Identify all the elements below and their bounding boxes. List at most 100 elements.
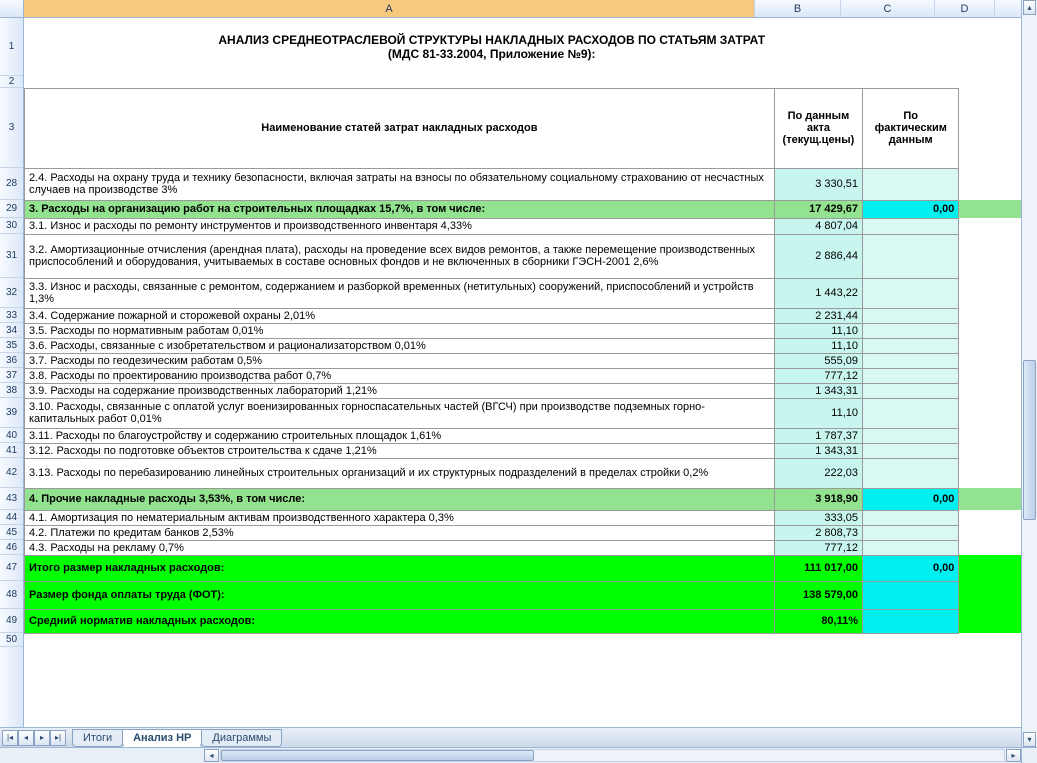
cell-grid[interactable]: АНАЛИЗ СРЕДНЕОТРАСЛЕВОЙ СТРУКТУРЫ НАКЛАД…: [24, 18, 1021, 727]
sheet-tab-анализ-нр[interactable]: Анализ НР: [122, 729, 202, 747]
row-header-28[interactable]: 28: [0, 168, 23, 200]
cell-fact-value[interactable]: [863, 510, 959, 525]
row-header-33[interactable]: 33: [0, 308, 23, 323]
cell-act-value[interactable]: 1 343,31: [774, 443, 862, 458]
cell-act-value[interactable]: 2 886,44: [774, 234, 862, 278]
vscroll-up-button[interactable]: ▴: [1023, 0, 1036, 15]
cell-fact-value[interactable]: [863, 218, 959, 234]
cell-name[interactable]: 3.1. Износ и расходы по ремонту инструме…: [25, 218, 775, 234]
cell-act-value[interactable]: 2 808,73: [774, 525, 862, 540]
cell-fact-value[interactable]: [863, 383, 959, 398]
horizontal-scrollbar[interactable]: ◂ ▸: [0, 747, 1021, 763]
cell-fact-value[interactable]: [863, 353, 959, 368]
cell-fact-value[interactable]: [863, 368, 959, 383]
cell-fact-value[interactable]: [863, 428, 959, 443]
cell-act-value[interactable]: 111 017,00: [774, 555, 862, 581]
cell-name[interactable]: Итого размер накладных расходов:: [25, 555, 775, 581]
cell-name[interactable]: 3.3. Износ и расходы, связанные с ремонт…: [25, 278, 775, 308]
row-header-45[interactable]: 45: [0, 525, 23, 540]
cell-act-value[interactable]: 11,10: [774, 338, 862, 353]
hscroll-thumb[interactable]: [221, 750, 534, 761]
cell-fact-value[interactable]: [863, 234, 959, 278]
cell-act-value[interactable]: 11,10: [774, 398, 862, 428]
cell-fact-value[interactable]: [863, 443, 959, 458]
row-header-3[interactable]: 3: [0, 88, 23, 168]
cell-name[interactable]: 3.13. Расходы по перебазированию линейны…: [25, 458, 775, 488]
cell-name[interactable]: 4.1. Амортизация по нематериальным актив…: [25, 510, 775, 525]
row-header-44[interactable]: 44: [0, 510, 23, 525]
cell-fact-value[interactable]: [863, 168, 959, 200]
sheet-tab-итоги[interactable]: Итоги: [72, 729, 123, 747]
row-header-1[interactable]: 1: [0, 18, 23, 76]
cell-name[interactable]: 4. Прочие накладные расходы 3,53%, в том…: [25, 488, 775, 510]
row-header-35[interactable]: 35: [0, 338, 23, 353]
cell-act-value[interactable]: 11,10: [774, 323, 862, 338]
cell-name[interactable]: 3.12. Расходы по подготовке объектов стр…: [25, 443, 775, 458]
row-header-43[interactable]: 43: [0, 488, 23, 510]
row-header-39[interactable]: 39: [0, 398, 23, 428]
cell-fact-value[interactable]: [863, 525, 959, 540]
cell-name[interactable]: 3.5. Расходы по нормативным работам 0,01…: [25, 323, 775, 338]
hscroll-right-button[interactable]: ▸: [1006, 749, 1021, 762]
cell-act-value[interactable]: 777,12: [774, 540, 862, 555]
col-header-a[interactable]: A: [24, 0, 755, 17]
row-header-31[interactable]: 31: [0, 234, 23, 278]
col-header-c[interactable]: C: [841, 0, 935, 17]
row-header-34[interactable]: 34: [0, 323, 23, 338]
cell-name[interactable]: 3. Расходы на организацию работ на строи…: [25, 200, 775, 218]
tab-first-button[interactable]: |◂: [2, 730, 18, 746]
row-header-30[interactable]: 30: [0, 218, 23, 234]
row-header-2[interactable]: 2: [0, 76, 23, 88]
cell-fact-value[interactable]: [863, 398, 959, 428]
cell-name[interactable]: 3.7. Расходы по геодезическим работам 0,…: [25, 353, 775, 368]
cell-act-value[interactable]: 4 807,04: [774, 218, 862, 234]
cell-name[interactable]: 4.3. Расходы на рекламу 0,7%: [25, 540, 775, 555]
cell-name[interactable]: 2.4. Расходы на охрану труда и технику б…: [25, 168, 775, 200]
vscroll-thumb[interactable]: [1023, 360, 1036, 520]
row-header-49[interactable]: 49: [0, 609, 23, 633]
row-header-46[interactable]: 46: [0, 540, 23, 555]
row-header-50[interactable]: 50: [0, 633, 23, 647]
cell-fact-value[interactable]: [863, 609, 959, 633]
sheet-tab-диаграммы[interactable]: Диаграммы: [201, 729, 282, 747]
row-header-32[interactable]: 32: [0, 278, 23, 308]
cell-act-value[interactable]: 777,12: [774, 368, 862, 383]
row-header-38[interactable]: 38: [0, 383, 23, 398]
cell-name[interactable]: Размер фонда оплаты труда (ФОТ):: [25, 581, 775, 609]
col-header-b[interactable]: B: [755, 0, 841, 17]
cell-act-value[interactable]: 17 429,67: [774, 200, 862, 218]
cell-act-value[interactable]: 222,03: [774, 458, 862, 488]
cell-name[interactable]: 3.2. Амортизационные отчисления (арендна…: [25, 234, 775, 278]
row-header-47[interactable]: 47: [0, 555, 23, 581]
cell-fact-value[interactable]: 0,00: [863, 488, 959, 510]
hscroll-left-button[interactable]: ◂: [204, 749, 219, 762]
tab-next-button[interactable]: ▸: [34, 730, 50, 746]
cell-fact-value[interactable]: [863, 540, 959, 555]
cell-fact-value[interactable]: [863, 338, 959, 353]
cell-act-value[interactable]: 2 231,44: [774, 308, 862, 323]
cell-act-value[interactable]: 1 443,22: [774, 278, 862, 308]
col-header-d[interactable]: D: [935, 0, 995, 17]
cell-name[interactable]: 3.4. Содержание пожарной и сторожевой ох…: [25, 308, 775, 323]
cell-act-value[interactable]: 80,11%: [774, 609, 862, 633]
cell-act-value[interactable]: 138 579,00: [774, 581, 862, 609]
vscroll-down-button[interactable]: ▾: [1023, 732, 1036, 747]
cell-name[interactable]: 4.2. Платежи по кредитам банков 2,53%: [25, 525, 775, 540]
cell-name[interactable]: Средний норматив накладных расходов:: [25, 609, 775, 633]
cell-fact-value[interactable]: 0,00: [863, 555, 959, 581]
cell-act-value[interactable]: 1 787,37: [774, 428, 862, 443]
cell-act-value[interactable]: 1 343,31: [774, 383, 862, 398]
row-header-29[interactable]: 29: [0, 200, 23, 218]
cell-act-value[interactable]: 555,09: [774, 353, 862, 368]
select-all-corner[interactable]: [0, 0, 24, 18]
cell-act-value[interactable]: 3 330,51: [774, 168, 862, 200]
row-header-41[interactable]: 41: [0, 443, 23, 458]
cell-name[interactable]: 3.8. Расходы по проектированию производс…: [25, 368, 775, 383]
cell-name[interactable]: 3.10. Расходы, связанные с оплатой услуг…: [25, 398, 775, 428]
row-header-40[interactable]: 40: [0, 428, 23, 443]
tab-prev-button[interactable]: ◂: [18, 730, 34, 746]
cell-fact-value[interactable]: [863, 308, 959, 323]
cell-name[interactable]: 3.11. Расходы по благоустройству и содер…: [25, 428, 775, 443]
cell-fact-value[interactable]: [863, 581, 959, 609]
row-header-48[interactable]: 48: [0, 581, 23, 609]
